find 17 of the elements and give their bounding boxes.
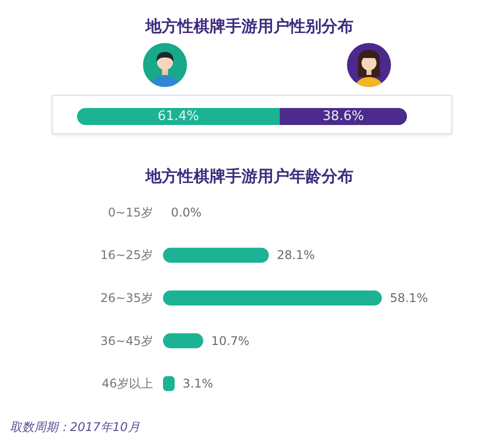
text: 取数周期：2017年10月 (10, 420, 140, 434)
bar (163, 290, 382, 306)
data-label: 3.1% (182, 376, 214, 391)
y-tick-label: 36~45岁 (100, 334, 153, 348)
data-label: 61.4% (158, 109, 199, 124)
data-label: 28.1% (276, 248, 315, 262)
chart-title: 地方性棋牌手游用户年龄分布 (144, 166, 354, 186)
y-tick-label: 46岁以上 (102, 376, 153, 391)
bar (163, 248, 269, 263)
data-label: 0.0% (171, 205, 202, 220)
y-tick-label: 0~15岁 (108, 205, 153, 220)
y-tick-label: 26~35岁 (100, 291, 153, 305)
data-label: 58.1% (390, 291, 428, 305)
data-label: 38.6% (322, 109, 364, 124)
chart-title: 地方性棋牌手游用户性别分布 (144, 16, 354, 36)
data-label: 10.7% (211, 334, 250, 348)
y-tick-label: 16~25岁 (100, 248, 153, 262)
